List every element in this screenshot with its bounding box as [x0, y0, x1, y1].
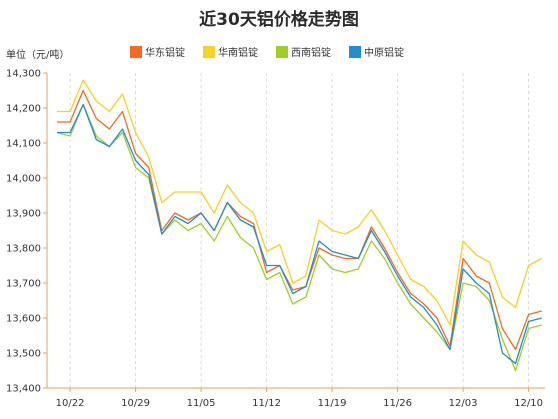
series-line-2 [57, 79, 543, 326]
x-tick-label: 11/19 [318, 398, 347, 409]
y-tick-label: 14,100 [6, 139, 41, 150]
x-tick-label: 11/05 [187, 398, 216, 409]
legend: 华东铝锭 华南铝锭 西南铝锭 中原铝锭 [130, 46, 404, 59]
legend-swatch [276, 46, 288, 58]
legend-swatch [349, 46, 361, 58]
legend-label: 西南铝锭 [291, 46, 331, 59]
y-tick-label: 14,000 [6, 174, 41, 185]
y-tick-label: 13,600 [6, 314, 41, 325]
y-axis-unit-label: 单位（元/吨） [6, 48, 69, 61]
series-line-3 [56, 103, 542, 372]
y-tick-label: 14,200 [6, 104, 41, 115]
axis-layer: 13,400 13,500 13,600 13,700 13,800 13,900 14,0… [6, 69, 545, 409]
chart-title: 近30天铝价格走势图 [199, 9, 359, 30]
legend-swatch [203, 46, 215, 58]
y-tick-label: 13,900 [6, 209, 41, 220]
x-tick-label: 10/22 [56, 398, 85, 409]
y-tick-label: 14,300 [6, 69, 41, 80]
y-tick-label: 13,800 [6, 244, 41, 255]
y-tick-label: 13,400 [6, 384, 41, 395]
x-tick-label: 12/10 [514, 398, 543, 409]
y-tick-label: 13,700 [6, 279, 41, 290]
legend-item[interactable]: 西南铝锭 [276, 46, 331, 59]
x-tick-label: 10/29 [121, 398, 150, 409]
series-line-4 [57, 103, 542, 365]
legend-label: 华东铝锭 [145, 46, 185, 59]
legend-item[interactable]: 华南铝锭 [203, 46, 258, 59]
x-tick-label: 11/12 [252, 398, 281, 409]
legend-item[interactable]: 中原铝锭 [349, 46, 404, 59]
legend-item[interactable]: 华东铝锭 [130, 46, 185, 59]
y-tick-label: 13,500 [6, 349, 41, 360]
x-tick-label: 11/26 [383, 398, 412, 409]
series-line-1 [57, 89, 542, 351]
legend-label: 中原铝锭 [364, 46, 404, 59]
x-tick-label: 12/03 [449, 398, 478, 409]
grid-layer [69, 73, 530, 388]
legend-swatch [130, 46, 142, 58]
legend-label: 华南铝锭 [218, 46, 258, 59]
series-layer [56, 79, 543, 372]
